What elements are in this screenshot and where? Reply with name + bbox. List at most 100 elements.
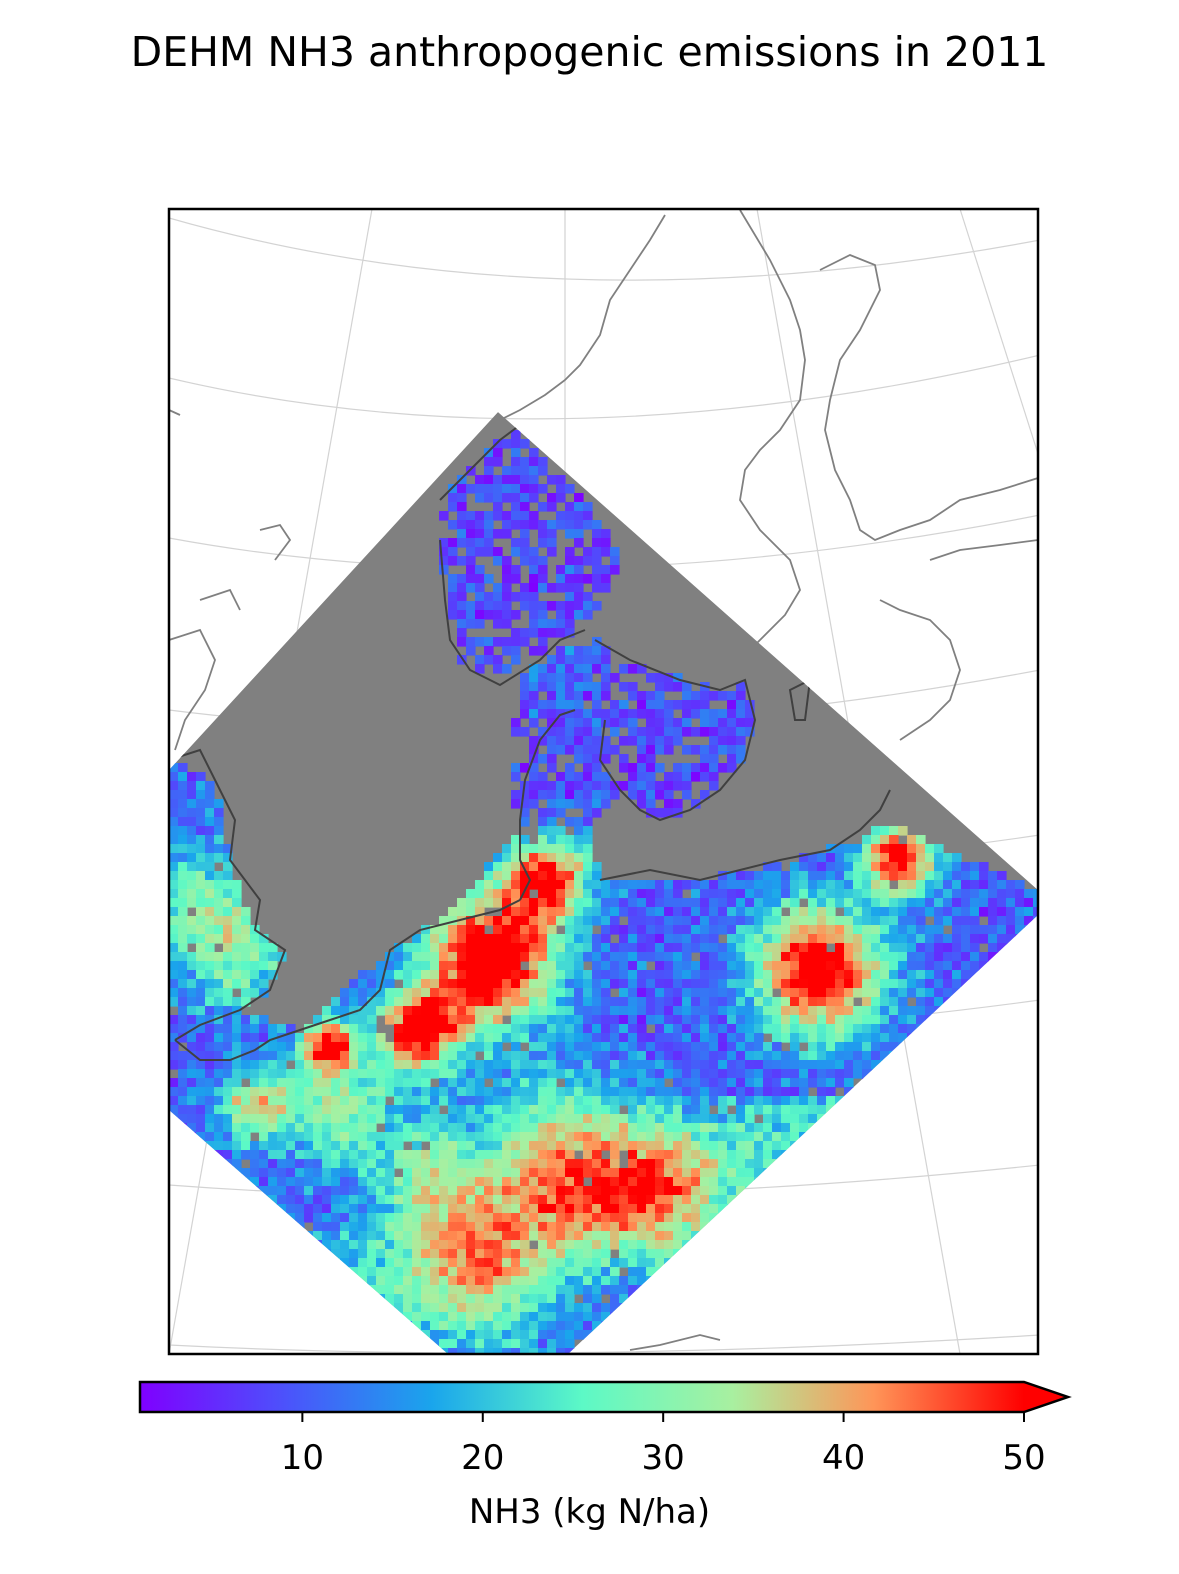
- emission-cell: [511, 943, 521, 953]
- emission-cell: [736, 1006, 746, 1016]
- emission-cell: [520, 637, 530, 647]
- emission-cell: [862, 1123, 872, 1133]
- emission-cell: [727, 997, 737, 1007]
- emission-cell: [610, 898, 620, 908]
- emission-cell: [448, 1123, 458, 1133]
- emission-cell: [394, 1213, 404, 1223]
- emission-cell: [871, 1006, 881, 1016]
- emission-cell: [907, 907, 917, 917]
- emission-cell: [547, 718, 557, 728]
- emission-cell: [664, 961, 674, 971]
- emission-cell: [592, 1213, 602, 1223]
- emission-cell: [511, 1105, 521, 1115]
- emission-cell: [853, 934, 863, 944]
- emission-cell: [898, 880, 908, 890]
- emission-cell: [745, 1240, 755, 1250]
- emission-cell: [205, 970, 215, 980]
- emission-cell: [556, 1213, 566, 1223]
- emission-cell: [970, 898, 980, 908]
- emission-cell: [295, 1069, 305, 1079]
- emission-cell: [952, 943, 962, 953]
- emission-cell: [646, 988, 656, 998]
- emission-cell: [493, 1006, 503, 1016]
- emission-cell: [187, 1069, 197, 1079]
- emission-cell: [538, 1186, 548, 1196]
- emission-cell: [988, 1276, 998, 1286]
- emission-cell: [448, 1069, 458, 1079]
- emission-cell: [862, 1159, 872, 1169]
- emission-cell: [223, 1087, 233, 1097]
- emission-cell: [673, 736, 683, 746]
- emission-cell: [844, 979, 854, 989]
- emission-cell: [574, 601, 584, 611]
- emission-cell: [196, 817, 206, 827]
- emission-cell: [862, 1042, 872, 1052]
- emission-cell: [358, 1231, 368, 1241]
- emission-cell: [700, 1141, 710, 1151]
- emission-cell: [232, 1258, 242, 1268]
- emission-cell: [196, 1141, 206, 1151]
- emission-cell: [826, 1231, 836, 1241]
- emission-cell: [259, 943, 269, 953]
- emission-cell: [556, 619, 566, 629]
- emission-cell: [808, 889, 818, 899]
- emission-cell: [547, 700, 557, 710]
- emission-cell: [781, 1267, 791, 1277]
- emission-cell: [889, 835, 899, 845]
- emission-cell: [403, 1240, 413, 1250]
- emission-cell: [799, 1258, 809, 1268]
- emission-cell: [529, 1168, 539, 1178]
- emission-cell: [871, 1096, 881, 1106]
- emission-cell: [844, 1132, 854, 1142]
- emission-cell: [259, 1123, 269, 1133]
- emission-cell: [970, 1051, 980, 1061]
- emission-cell: [493, 961, 503, 971]
- emission-cell: [178, 1051, 188, 1061]
- emission-cell: [1015, 1024, 1025, 1034]
- emission-cell: [781, 1033, 791, 1043]
- emission-cell: [583, 790, 593, 800]
- emission-cell: [961, 1033, 971, 1043]
- emission-cell: [772, 1114, 782, 1124]
- emission-cell: [745, 934, 755, 944]
- emission-cell: [511, 1087, 521, 1097]
- emission-cell: [196, 853, 206, 863]
- emission-cell: [826, 1033, 836, 1043]
- emission-cell: [592, 1159, 602, 1169]
- emission-cell: [601, 1222, 611, 1232]
- emission-cell: [1024, 1051, 1034, 1061]
- emission-cell: [664, 1177, 674, 1187]
- emission-cell: [385, 1249, 395, 1259]
- emission-cell: [556, 835, 566, 845]
- emission-cell: [682, 988, 692, 998]
- emission-cell: [475, 988, 485, 998]
- emission-cell: [322, 1024, 332, 1034]
- emission-cell: [547, 763, 557, 773]
- emission-cell: [547, 529, 557, 539]
- emission-cell: [574, 691, 584, 701]
- emission-cell: [538, 1051, 548, 1061]
- emission-cell: [889, 1267, 899, 1277]
- emission-cell: [907, 1258, 917, 1268]
- emission-cell: [520, 844, 530, 854]
- emission-cell: [727, 979, 737, 989]
- emission-cell: [637, 916, 647, 926]
- emission-cell: [745, 1123, 755, 1133]
- emission-cell: [925, 1105, 935, 1115]
- emission-cell: [475, 880, 485, 890]
- emission-cell: [655, 718, 665, 728]
- emission-cell: [790, 997, 800, 1007]
- emission-cell: [709, 934, 719, 944]
- emission-cell: [961, 988, 971, 998]
- emission-cell: [997, 1249, 1007, 1259]
- emission-cell: [385, 1204, 395, 1214]
- emission-cell: [511, 538, 521, 548]
- emission-cell: [664, 1033, 674, 1043]
- emission-cell: [511, 1285, 521, 1295]
- emission-cell: [772, 970, 782, 980]
- emission-cell: [574, 565, 584, 575]
- emission-cell: [565, 619, 575, 629]
- emission-cell: [853, 916, 863, 926]
- emission-cell: [853, 1096, 863, 1106]
- emission-cell: [538, 1213, 548, 1223]
